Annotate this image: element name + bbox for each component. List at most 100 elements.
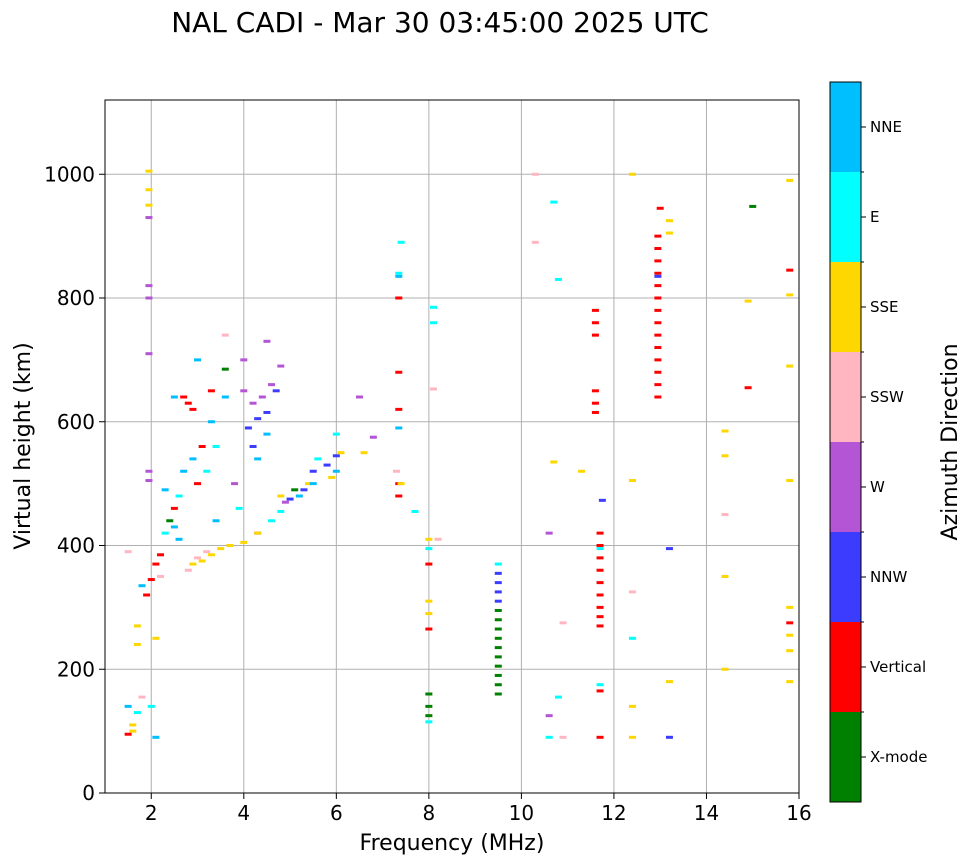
point-sse-0 (145, 169, 153, 173)
point-sse-30 (665, 219, 673, 223)
point-sse-18 (337, 451, 345, 455)
colorbar-segment-vertical (830, 622, 861, 712)
point-vertical-46 (654, 358, 662, 362)
point-ssw-5 (203, 550, 211, 554)
point-e-10 (332, 432, 340, 436)
point-w-17 (369, 435, 377, 439)
point-w-16 (355, 395, 363, 399)
colorbar-label-nnw: NNW (870, 568, 907, 586)
point-x-mode-6 (494, 636, 502, 640)
point-nne-7 (194, 358, 202, 362)
point-w-12 (240, 358, 248, 362)
point-vertical-24 (596, 593, 604, 597)
point-sse-25 (578, 469, 586, 473)
point-nnw-12 (300, 488, 308, 492)
point-sse-31 (665, 231, 673, 235)
point-nnw-15 (665, 735, 673, 739)
point-nnw-6 (263, 410, 271, 414)
point-x-mode-2 (494, 673, 502, 677)
point-w-15 (281, 500, 289, 504)
point-x-mode-4 (494, 655, 502, 659)
point-sse-12 (226, 544, 234, 547)
point-sse-4 (133, 643, 141, 646)
point-nne-15 (332, 469, 340, 473)
point-w-7 (249, 401, 257, 405)
point-nnw-8 (309, 469, 317, 473)
point-e-20 (554, 695, 562, 699)
point-vertical-48 (654, 383, 662, 387)
colorbar-label-e: E (870, 208, 879, 226)
point-e-1 (147, 704, 155, 708)
point-x-mode-11 (425, 704, 433, 708)
point-nnw-3 (494, 599, 502, 603)
point-vertical-49 (654, 395, 662, 399)
y-tick-label-4: 800 (57, 286, 95, 310)
point-vertical-32 (591, 333, 599, 337)
point-vertical-44 (654, 333, 662, 337)
point-vertical-42 (654, 308, 662, 312)
point-e-23 (596, 683, 604, 687)
point-vertical-22 (596, 568, 604, 572)
point-e-8 (277, 509, 285, 513)
colorbar-label: Azimuth Direction (938, 343, 963, 540)
point-sse-9 (198, 559, 206, 563)
point-w-5 (145, 479, 153, 483)
point-x-mode-12 (425, 692, 433, 696)
point-vertical-36 (654, 234, 662, 238)
y-tick-label-3: 600 (57, 410, 95, 434)
point-e-6 (235, 506, 243, 510)
chart-title: NAL CADI - Mar 30 03:45:00 2025 UTC (171, 6, 709, 39)
point-sse-6 (129, 723, 137, 727)
point-nnw-1 (494, 581, 502, 585)
point-sse-28 (628, 704, 636, 708)
point-sse-21 (425, 537, 433, 541)
point-vertical-35 (591, 410, 599, 414)
point-ssw-12 (559, 735, 567, 739)
point-w-3 (145, 352, 153, 356)
point-vertical-18 (425, 627, 433, 631)
y-tick-label-2: 400 (57, 534, 95, 558)
point-x-mode-1 (494, 683, 502, 687)
point-nne-0 (124, 704, 132, 708)
point-vertical-13 (395, 494, 403, 498)
point-vertical-8 (189, 407, 197, 411)
point-nnw-9 (323, 463, 331, 467)
colorbar-label-vertical: Vertical (870, 658, 926, 676)
point-sse-23 (425, 612, 433, 616)
point-w-1 (145, 284, 153, 288)
point-ssw-6 (221, 333, 229, 337)
point-ssw-3 (184, 568, 192, 572)
point-sse-19 (360, 451, 368, 455)
point-vertical-51 (744, 386, 752, 390)
point-nne-8 (170, 395, 178, 399)
colorbar: X-mode Vertical NNW W SSW SSE E NNE (829, 81, 927, 803)
x-tick-label-6: 14 (694, 801, 719, 825)
point-ssw-4 (194, 556, 202, 560)
point-nne-4 (189, 457, 197, 461)
point-e-22 (628, 636, 636, 640)
point-e-11 (397, 240, 405, 244)
point-vertical-6 (180, 395, 188, 399)
point-ssw-0 (124, 550, 132, 554)
point-e-18 (550, 200, 558, 204)
point-sse-11 (217, 547, 225, 551)
point-vertical-3 (152, 562, 160, 566)
point-x-mode-13 (221, 367, 229, 371)
y-tick-label-1: 200 (57, 657, 95, 681)
point-e-25 (596, 547, 604, 551)
point-vertical-28 (596, 689, 604, 693)
point-e-4 (203, 469, 211, 473)
point-w-4 (145, 469, 153, 473)
point-vertical-38 (654, 259, 662, 263)
x-tick-label-4: 10 (509, 801, 534, 825)
point-vertical-15 (395, 296, 403, 300)
point-e-2 (161, 531, 169, 535)
point-e-16 (425, 720, 433, 724)
point-sse-43 (786, 633, 794, 637)
x-tick-label-2: 6 (330, 801, 343, 825)
point-e-12 (395, 271, 403, 275)
point-vertical-53 (786, 621, 794, 625)
colorbar-label-w: W (870, 478, 885, 496)
point-nne-19 (212, 519, 220, 523)
